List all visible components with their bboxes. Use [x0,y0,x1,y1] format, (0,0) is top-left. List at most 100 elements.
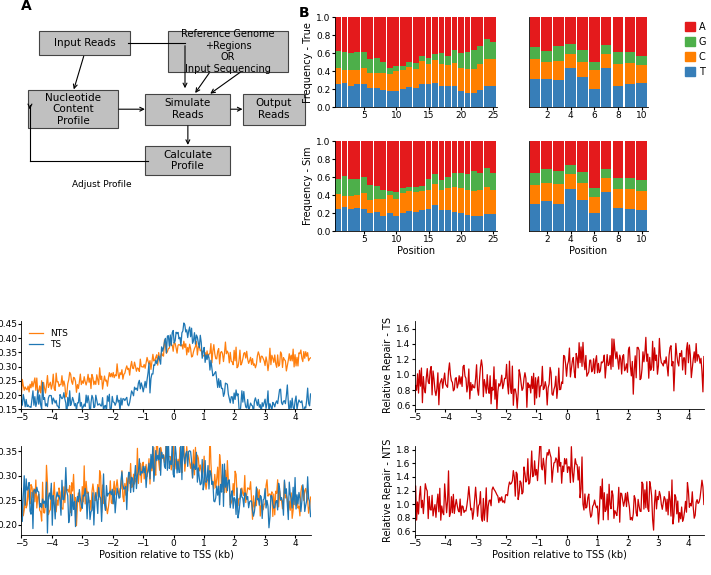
X-axis label: Position relative to TSS (kb): Position relative to TSS (kb) [492,549,626,559]
Bar [335,141,341,179]
Text: Nucleotide
Content
Profile: Nucleotide Content Profile [45,93,101,126]
Y-axis label: Frequency - True: Frequency - True [304,22,314,102]
Text: B: B [299,6,310,21]
Bar [589,70,599,89]
Bar [445,177,451,187]
Bar [464,214,471,231]
Bar [419,210,425,231]
Bar [553,61,564,80]
Y-axis label: Relative Repair - TS: Relative Repair - TS [383,317,393,413]
Bar [613,64,624,86]
Bar [432,17,438,54]
Bar [542,183,552,201]
Text: Calculate
Profile: Calculate Profile [164,150,213,171]
Bar [426,179,432,190]
Bar [636,191,647,210]
Bar [368,141,373,185]
Bar [530,47,540,59]
Bar [451,172,457,187]
Bar [426,141,432,179]
Bar [478,172,483,190]
Bar [542,141,552,169]
Bar [601,169,611,178]
Bar [348,17,354,53]
Text: Simulate
Reads: Simulate Reads [165,98,211,120]
Bar [439,53,444,64]
Bar [458,91,464,107]
Bar [387,191,392,196]
NTS [160,336,169,343]
Bar [491,86,496,107]
Bar [565,17,576,44]
Bar [380,73,386,90]
Bar [355,194,360,208]
Bar [355,84,360,107]
Bar [445,56,451,64]
Bar [451,50,457,63]
Bar [335,51,341,68]
Bar [341,196,348,208]
Bar [565,189,576,231]
Bar [542,62,552,79]
Bar [426,17,432,59]
Bar [601,17,611,45]
Bar [478,141,483,172]
NTS [62,394,70,401]
Bar [419,56,425,61]
Bar [419,17,425,56]
Bar [451,17,457,50]
Bar [335,179,341,194]
Bar [380,90,386,107]
NTS [191,343,200,350]
TS [263,400,272,407]
X-axis label: Position: Position [397,246,434,256]
Bar [636,17,647,56]
Bar [393,66,399,71]
Bar [451,141,457,172]
Bar [589,89,599,107]
Bar [636,83,647,107]
Bar [393,200,399,216]
Bar [412,191,419,212]
Bar [530,17,540,47]
Bar [613,189,624,208]
Bar [387,213,392,231]
Bar [491,17,496,43]
Bar [393,91,399,107]
Bar [624,84,635,107]
TS [86,414,95,421]
Bar [341,83,348,107]
NTS [17,393,26,400]
Bar [361,68,367,85]
Bar [589,188,599,197]
Bar [348,141,354,179]
Bar [380,62,386,73]
Bar [355,208,360,231]
Bar [412,88,419,107]
Bar [471,171,477,191]
Legend: A, G, C, T: A, G, C, T [685,22,706,76]
Bar [439,141,444,179]
Bar [565,141,576,165]
Bar [335,209,341,231]
Bar [400,141,405,189]
Bar [400,89,405,107]
Bar [412,63,419,68]
Bar [368,185,373,200]
Bar [530,185,540,204]
Bar [589,213,599,231]
Bar [393,141,399,192]
Bar [484,59,490,86]
Bar [445,64,451,86]
Bar [361,17,367,52]
Bar [478,17,483,46]
Bar [601,141,611,169]
Bar [589,197,599,213]
Bar [542,169,552,183]
Bar [471,50,477,69]
Bar [387,67,392,74]
Bar [355,179,360,194]
NTS [306,354,315,361]
Bar [624,63,635,84]
Bar [601,45,611,54]
